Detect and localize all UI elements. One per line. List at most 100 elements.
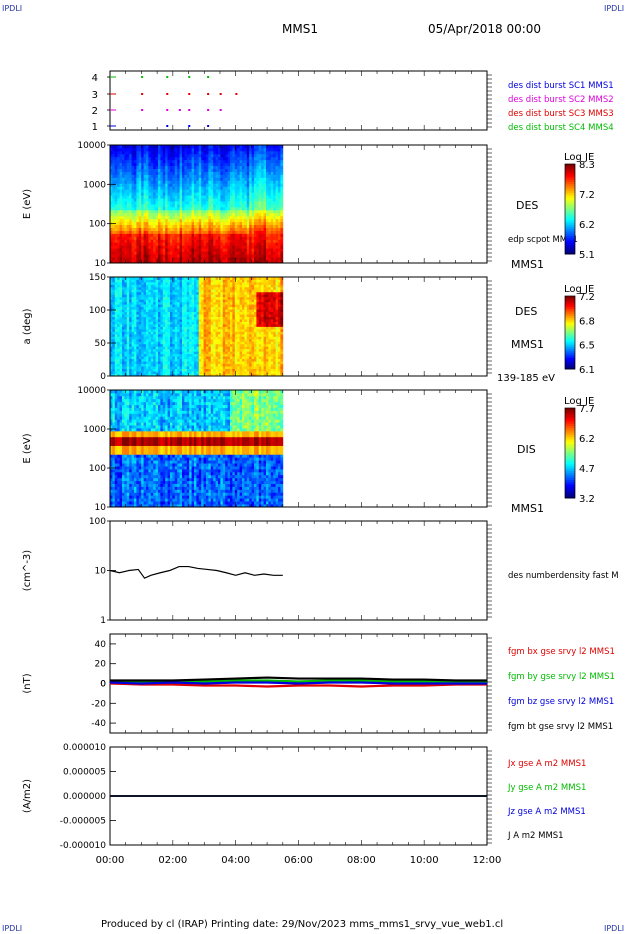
des-energy-cell	[273, 206, 276, 211]
des-energy-cell	[275, 218, 279, 223]
des-pitch-cell	[124, 294, 128, 298]
des-energy-cell	[157, 206, 161, 211]
des-energy-cell	[167, 239, 171, 243]
des-energy-cell	[217, 195, 221, 199]
des-energy-cell	[203, 180, 207, 184]
des-pitch-cell	[124, 281, 128, 285]
des-pitch-cell	[162, 346, 166, 350]
des-pitch-cell	[148, 351, 152, 355]
des-pitch-cell	[215, 296, 219, 300]
des-energy-cell	[131, 183, 135, 187]
des-energy-cell	[165, 257, 168, 261]
des-pitch-cell	[121, 353, 125, 357]
des-pitch-cell	[150, 314, 154, 317]
des-pitch-cell	[217, 361, 221, 365]
des-pitch-cell	[157, 371, 161, 374]
des-pitch-cell	[155, 363, 159, 367]
des-energy-cell	[275, 227, 279, 231]
des-pitch-cell	[196, 311, 200, 315]
des-energy-cell	[227, 168, 231, 172]
des-energy-cell	[217, 248, 221, 252]
des-pitch-cell	[160, 371, 164, 374]
des-energy-cell	[193, 245, 197, 249]
availability-ytick-label: 4	[92, 73, 98, 84]
des-energy-cell	[210, 215, 214, 220]
des-energy-cell	[258, 192, 262, 196]
des-energy-cell	[138, 201, 142, 205]
des-energy-cell	[124, 165, 128, 169]
des-energy-cell	[256, 195, 260, 199]
des-energy-cell	[246, 245, 250, 249]
des-energy-cell	[186, 230, 190, 234]
des-pitch-cell	[179, 363, 183, 367]
des-energy-cell	[138, 183, 142, 187]
des-energy-cell	[119, 162, 123, 167]
des-pitch-cell	[131, 314, 135, 317]
des-pitch-cell	[133, 301, 137, 305]
des-energy-cell	[251, 212, 255, 217]
des-energy-cell	[277, 212, 281, 217]
des-energy-cell	[143, 254, 147, 258]
des-pitch-cell	[126, 366, 130, 369]
des-pitch-cell	[208, 291, 212, 295]
des-energy-cell	[133, 242, 137, 246]
des-energy-cell	[263, 251, 267, 255]
des-pitch-cell	[217, 331, 221, 335]
des-energy-cell	[249, 180, 252, 184]
des-energy-cell	[217, 204, 221, 208]
des-pitch-cell	[110, 279, 113, 283]
des-energy-cell	[268, 174, 272, 178]
des-energy-cell	[138, 212, 142, 217]
des-pitch-cell	[189, 358, 192, 362]
des-pitch-cell	[153, 356, 156, 360]
des-pitch-cell	[155, 366, 159, 369]
des-pitch-cell	[126, 353, 130, 357]
des-pitch-cell	[117, 366, 120, 369]
des-pitch-cell	[141, 314, 144, 317]
des-energy-cell	[157, 150, 161, 155]
des-energy-cell	[222, 242, 226, 246]
des-energy-cell	[277, 245, 281, 249]
des-pitch-cell	[181, 368, 185, 372]
des-energy-cell	[179, 242, 183, 246]
des-energy-cell	[198, 245, 202, 249]
des-energy-cell	[136, 236, 140, 240]
des-energy-cell	[145, 233, 149, 237]
des-pitch-cell	[215, 284, 219, 288]
des-energy-cell	[150, 189, 154, 193]
des-pitch-cell	[148, 341, 152, 345]
des-energy-cell	[177, 227, 180, 231]
des-pitch-cell	[114, 294, 118, 298]
des-pitch-cell	[167, 368, 171, 372]
des-energy-cell	[160, 227, 164, 231]
des-energy-cell	[268, 156, 272, 161]
des-energy-cell	[184, 192, 188, 196]
availability-burst-point	[207, 76, 210, 78]
des-energy-cell	[208, 189, 212, 193]
des-pitch-cell	[203, 361, 207, 365]
des-energy-cell	[227, 212, 231, 217]
des-energy-cell	[143, 195, 147, 199]
des-pitch-cell	[136, 358, 140, 362]
des-pitch-cell	[129, 326, 132, 330]
des-energy-cell	[196, 218, 200, 223]
des-pitch-cell	[201, 311, 204, 315]
des-pitch-cell	[184, 321, 188, 325]
des-energy-cell	[268, 177, 272, 181]
des-pitch-cell	[167, 351, 171, 355]
des-energy-cell	[268, 245, 272, 249]
des-energy-cell	[263, 195, 267, 199]
des-energy-cell	[126, 145, 130, 149]
des-energy-cell	[172, 230, 176, 234]
des-pitch-cell	[124, 316, 128, 320]
des-energy-cell	[241, 221, 245, 226]
des-pitch-cell	[131, 294, 135, 298]
des-pitch-cell	[160, 279, 164, 283]
des-energy-cell	[133, 224, 137, 228]
des-energy-cell	[277, 174, 281, 178]
des-energy-cell	[150, 245, 154, 249]
des-pitch-cell	[110, 304, 113, 308]
des-pitch-cell	[131, 284, 135, 288]
des-energy-cell	[143, 236, 147, 240]
des-energy-cell	[167, 171, 171, 175]
